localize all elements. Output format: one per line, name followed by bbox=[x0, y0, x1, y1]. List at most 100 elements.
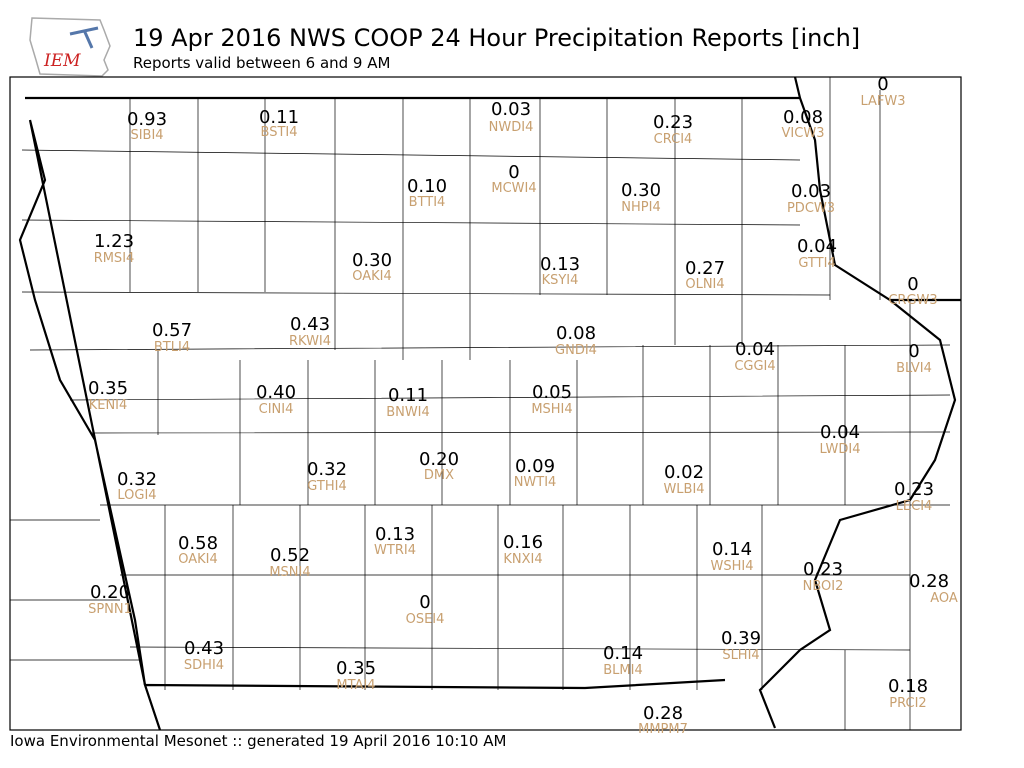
logo: IEM bbox=[29, 17, 111, 77]
station-value: 0.09 bbox=[515, 456, 555, 477]
iowa-border bbox=[18, 76, 961, 731]
station-id: MSHI4 bbox=[531, 402, 572, 417]
station-value: 0.40 bbox=[256, 382, 296, 403]
station-id: GNDI4 bbox=[555, 343, 597, 358]
station-value: 0.03 bbox=[491, 99, 531, 120]
station-value: 0.28 bbox=[909, 571, 949, 592]
logo-text: IEM bbox=[43, 51, 81, 71]
station-value: 0.14 bbox=[603, 643, 643, 664]
station-value: 0.52 bbox=[270, 545, 310, 566]
station-value: 0.23 bbox=[894, 479, 934, 500]
station-value: 0.57 bbox=[152, 320, 192, 341]
station-value: 0.08 bbox=[783, 107, 823, 128]
station-id: OAKI4 bbox=[352, 269, 392, 284]
station-value: 0 bbox=[908, 341, 919, 362]
station-value: 0.14 bbox=[712, 539, 752, 560]
station-value: 0.11 bbox=[388, 385, 428, 406]
station-id: LECI4 bbox=[896, 499, 933, 514]
station-id: KNXI4 bbox=[503, 552, 542, 567]
station-value: 0.39 bbox=[721, 628, 761, 649]
station-id: KENI4 bbox=[89, 398, 128, 413]
station-value: 0.04 bbox=[820, 422, 860, 443]
station-value: 0.23 bbox=[653, 112, 693, 133]
station-id: LOGI4 bbox=[117, 488, 156, 503]
station-value: 0.43 bbox=[184, 638, 224, 659]
station-id: OSEI4 bbox=[406, 612, 445, 627]
station-id: LAFW3 bbox=[860, 94, 905, 109]
station-id: GTTI4 bbox=[798, 256, 835, 271]
station-id: CRGW3 bbox=[888, 293, 937, 308]
station-value: 0.05 bbox=[532, 382, 572, 403]
station-value: 1.23 bbox=[94, 231, 134, 252]
station-value: 0.27 bbox=[685, 258, 725, 279]
station-id: WLBI4 bbox=[663, 482, 704, 497]
station-value: 0.10 bbox=[407, 176, 447, 197]
station-id: MTAI4 bbox=[336, 678, 375, 693]
station-value: 0.93 bbox=[127, 109, 167, 130]
station-value: 0.30 bbox=[352, 250, 392, 271]
station-id: VICW3 bbox=[782, 126, 825, 141]
station-id: BTTI4 bbox=[409, 195, 446, 210]
station-id: LWDI4 bbox=[819, 442, 860, 457]
station-value: 0.35 bbox=[88, 378, 128, 399]
station-id: SLHI4 bbox=[722, 648, 759, 663]
station-id: SIBI4 bbox=[130, 128, 163, 143]
station-id: PRCI2 bbox=[889, 696, 926, 711]
station-value: 0.16 bbox=[503, 532, 543, 553]
station-value: 0.08 bbox=[556, 323, 596, 344]
station-value: 0.04 bbox=[735, 339, 775, 360]
station-id: AOA bbox=[930, 591, 958, 606]
station-id: RKWI4 bbox=[289, 334, 331, 349]
subtitle: Reports valid between 6 and 9 AM bbox=[133, 54, 390, 72]
logo-shape bbox=[29, 17, 111, 77]
station-id: GTHI4 bbox=[307, 479, 346, 494]
station-id: MMPM7 bbox=[638, 722, 688, 737]
station-id: NWDI4 bbox=[489, 120, 534, 135]
station-id: WSHI4 bbox=[711, 559, 754, 574]
station-id: MCWI4 bbox=[491, 181, 536, 196]
station-value: 0.20 bbox=[419, 449, 459, 470]
station-id: CGGI4 bbox=[734, 359, 775, 374]
station-value: 0.43 bbox=[290, 314, 330, 335]
station-id: SPNN1 bbox=[88, 602, 132, 617]
map bbox=[9, 76, 962, 731]
station-id: NHPI4 bbox=[621, 200, 660, 215]
station-id: OAKI4 bbox=[178, 552, 218, 567]
station-id: BLVI4 bbox=[896, 361, 932, 376]
station-value: 0.58 bbox=[178, 533, 218, 554]
station-value: 0 bbox=[508, 162, 519, 183]
station-value: 0.13 bbox=[375, 524, 415, 545]
station-value: 0.32 bbox=[307, 459, 347, 480]
station-value: 0.35 bbox=[336, 658, 376, 679]
station-id: DMX bbox=[424, 468, 454, 483]
county-lines bbox=[10, 77, 951, 730]
footer: Iowa Environmental Mesonet :: generated … bbox=[10, 732, 506, 750]
station-value: 0 bbox=[907, 274, 918, 295]
station-id: PDCW3 bbox=[787, 201, 835, 216]
station-id: NWTI4 bbox=[514, 475, 557, 490]
station-value: 0.20 bbox=[90, 582, 130, 603]
station-id: CINI4 bbox=[259, 402, 294, 417]
station-value: 0.18 bbox=[888, 676, 928, 697]
station-value: 0.13 bbox=[540, 254, 580, 275]
station-value: 0.11 bbox=[259, 107, 299, 128]
station-id: CRCI4 bbox=[654, 132, 693, 147]
station-id: OLNI4 bbox=[685, 277, 724, 292]
station-id: NBOI2 bbox=[803, 579, 844, 594]
logo-icon bbox=[69, 26, 99, 49]
station-value: 0.03 bbox=[791, 181, 831, 202]
station-id: BNWI4 bbox=[386, 405, 430, 420]
station-id: BTLI4 bbox=[154, 340, 190, 355]
station-id: MSNI4 bbox=[269, 565, 310, 580]
station-value: 0.04 bbox=[797, 236, 837, 257]
station-value: 0.32 bbox=[117, 469, 157, 490]
station-id: BLMI4 bbox=[603, 663, 642, 678]
station-value: 0 bbox=[877, 74, 888, 95]
station-value: 0.28 bbox=[643, 703, 683, 724]
station-id: KSYI4 bbox=[542, 273, 579, 288]
station-id: RMSI4 bbox=[94, 251, 135, 266]
station-value: 0 bbox=[419, 592, 430, 613]
title: 19 Apr 2016 NWS COOP 24 Hour Precipitati… bbox=[133, 24, 860, 52]
